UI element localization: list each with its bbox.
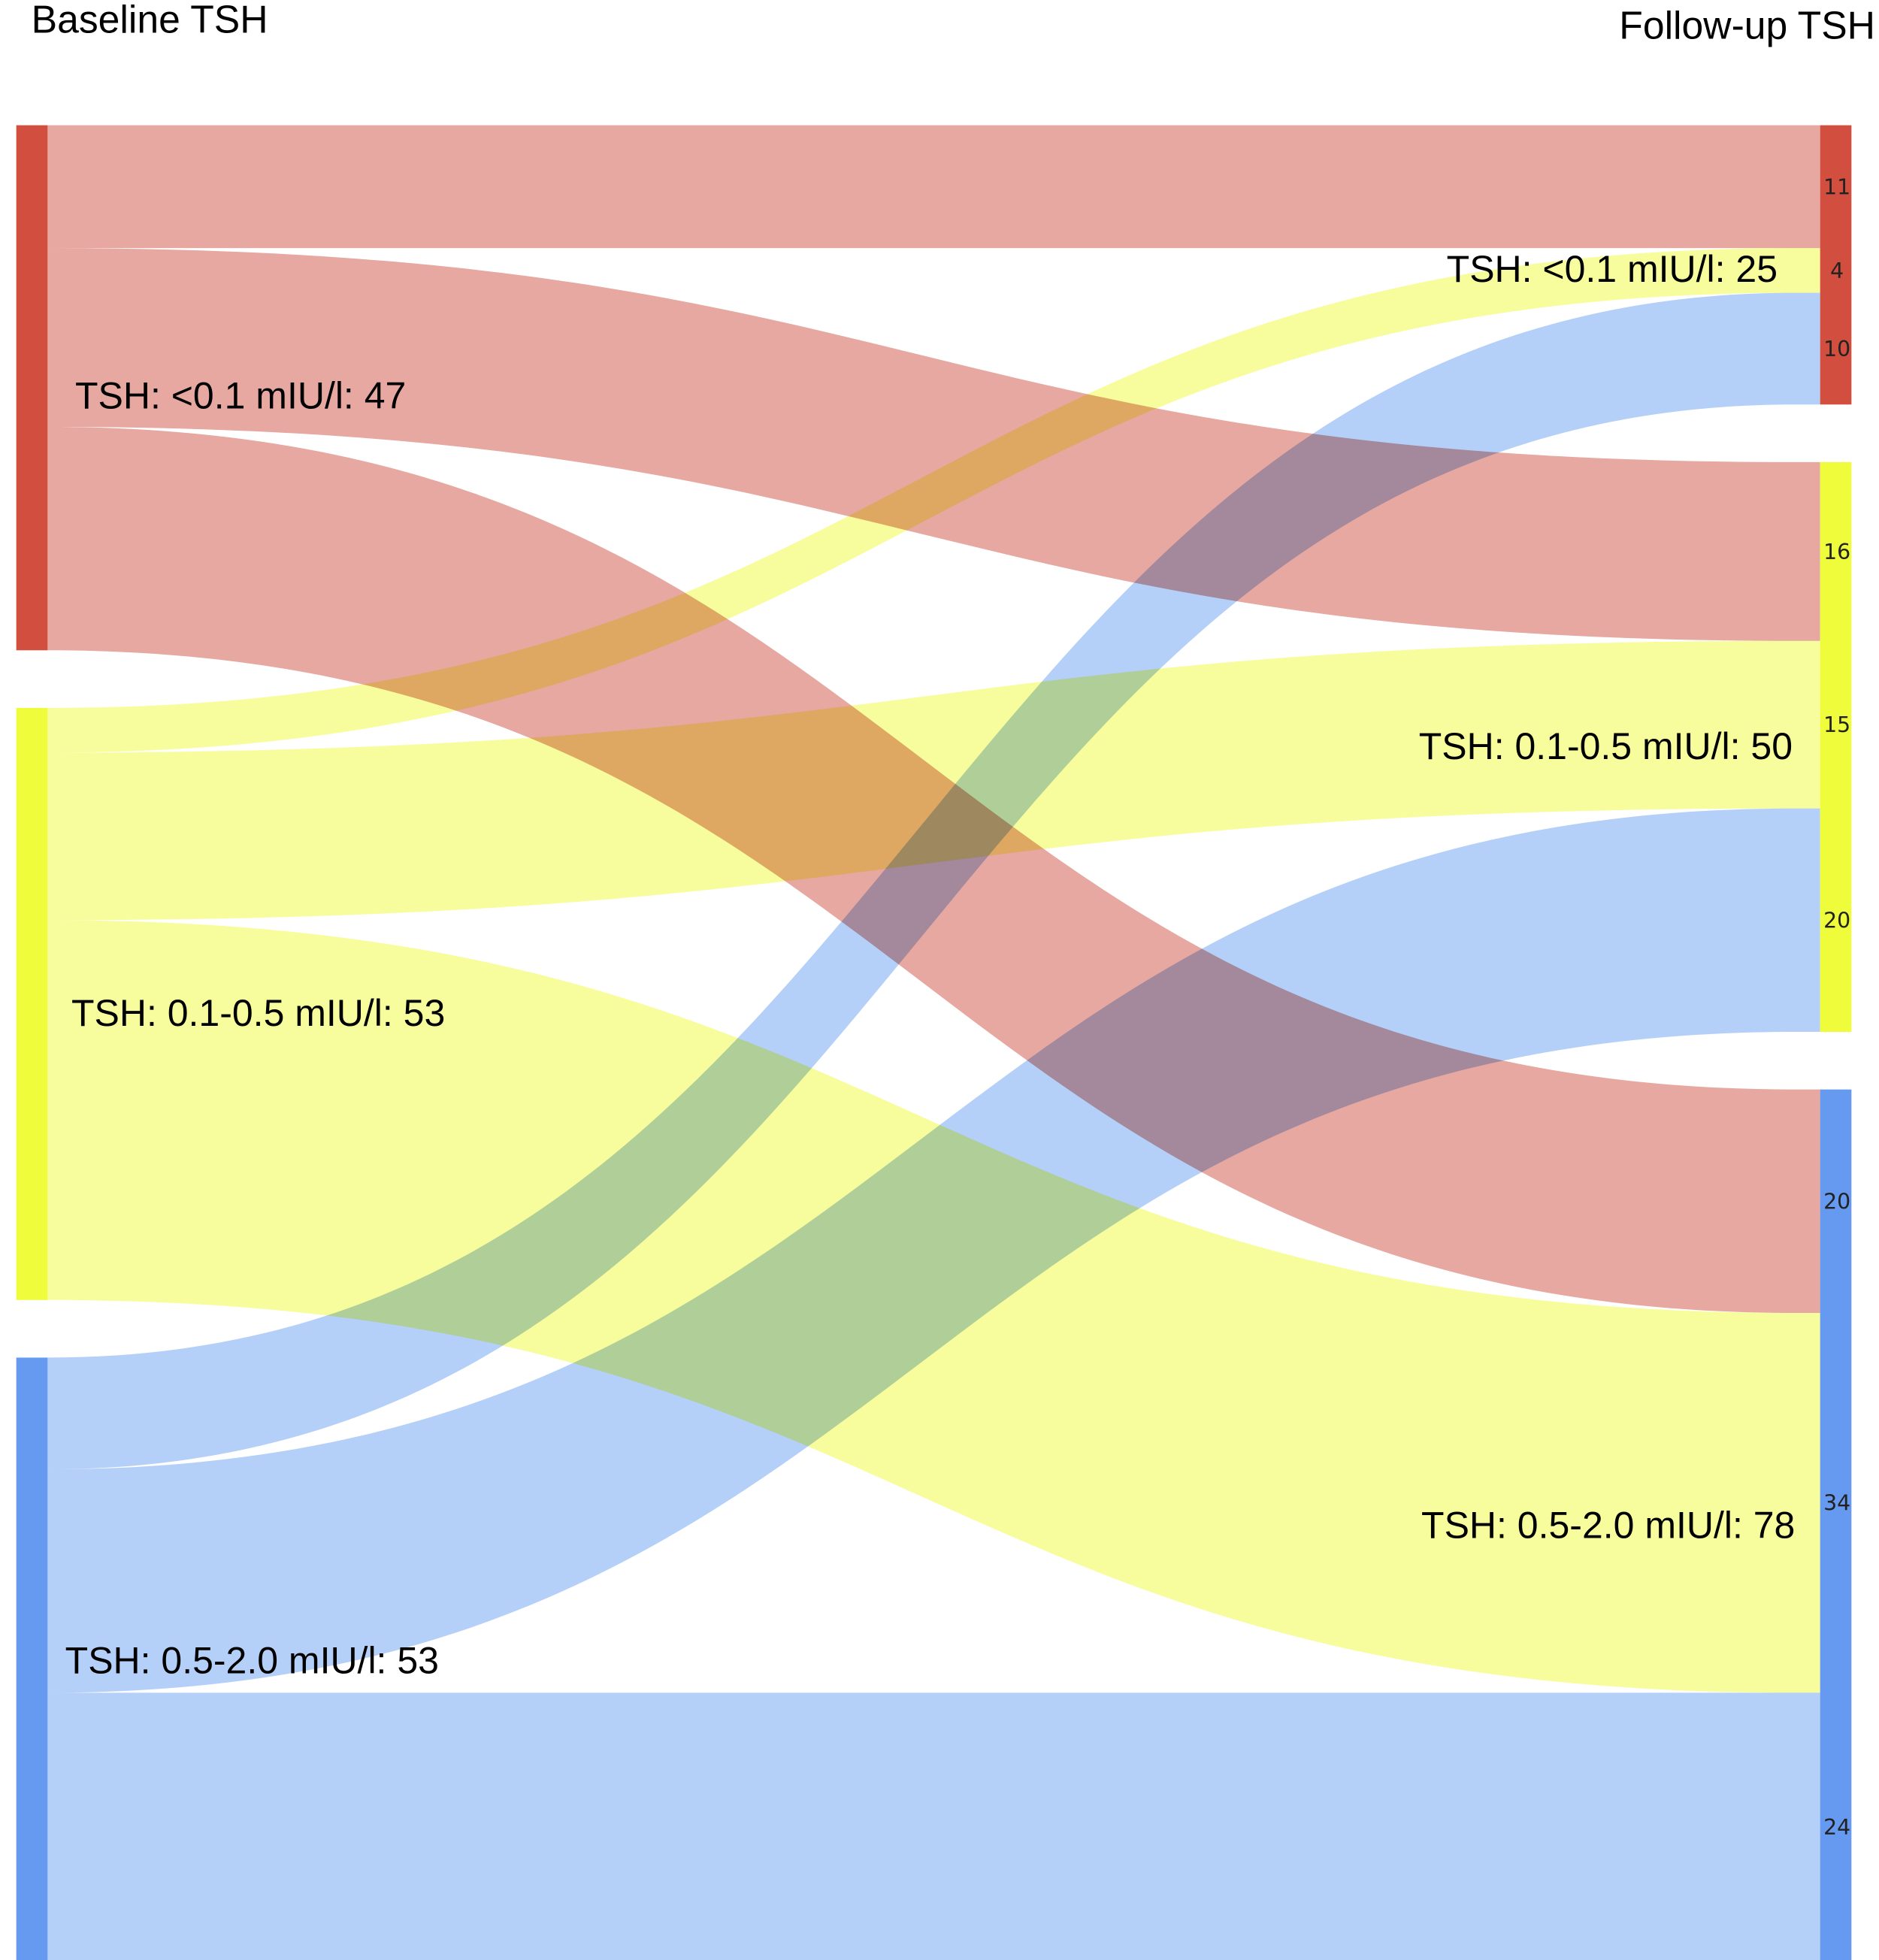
flow-value-label: 4 [1830,259,1844,283]
flow-value-label: 34 [1823,1491,1850,1516]
left-node-lt01 [16,125,48,651]
right-node-label-r0105: TSH: 0.1-0.5 mIU/l: 50 [1419,725,1793,767]
right-title: Follow-up TSH [1619,4,1875,47]
flow-value-label: 24 [1823,1815,1850,1840]
flow-l0105-to-r0520 [47,920,1820,1693]
flow-value-label: 15 [1823,712,1850,737]
left-title: Baseline TSH [32,0,268,41]
flow-lt01-to-r0520 [47,426,1820,1313]
flow-value-label: 20 [1823,1189,1850,1214]
right-node-rt01 [1820,125,1852,405]
flow-value-label: 16 [1823,540,1850,564]
flow-value-labels: 11 4 10 16 15 20 20 34 24 [1823,174,1850,1839]
right-node-r0105 [1820,461,1852,1033]
flow-value-label: 10 [1823,337,1850,361]
links [47,125,1820,1960]
left-node-label-l0105: TSH: 0.1-0.5 mIU/l: 53 [71,992,445,1034]
flow-value-label: 11 [1823,174,1850,199]
nodes [16,125,1852,1960]
left-node-label-lt01: TSH: <0.1 mIU/l: 47 [75,374,406,416]
flow-lt01-to-rt01 [47,125,1820,249]
flow-lt01-to-r0105 [47,248,1820,641]
left-node-l0520 [16,1357,48,1960]
flow-l0520-to-r0520 [47,1692,1820,1960]
right-node-label-r0520: TSH: 0.5-2.0 mIU/l: 78 [1421,1504,1795,1546]
left-node-l0105 [16,707,48,1300]
right-node-label-rt01: TSH: <0.1 mIU/l: 25 [1447,248,1778,290]
right-node-r0520 [1820,1089,1852,1960]
flow-value-label: 20 [1823,908,1850,933]
left-node-label-l0520: TSH: 0.5-2.0 mIU/l: 53 [65,1639,439,1681]
